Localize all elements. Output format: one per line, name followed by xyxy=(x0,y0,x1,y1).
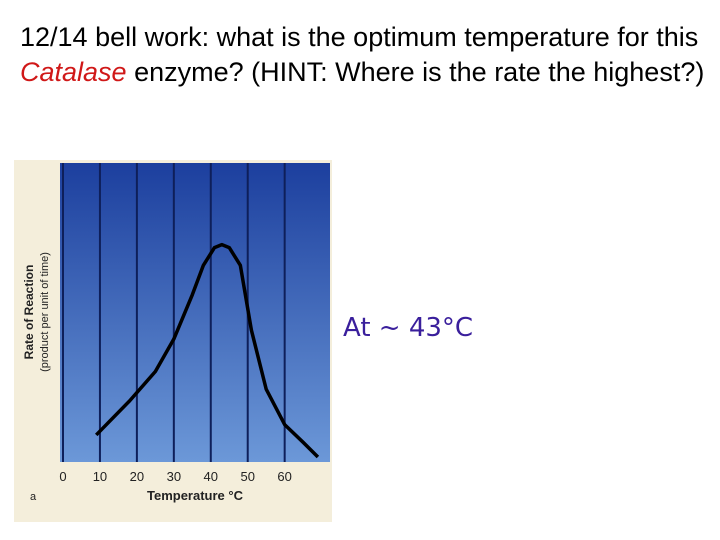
x-tick-label: 30 xyxy=(167,469,181,484)
data-line xyxy=(95,242,320,459)
slide-title: 12/14 bell work: what is the optimum tem… xyxy=(20,20,710,90)
x-tick-label: 20 xyxy=(130,469,144,484)
title-highlight: Catalase xyxy=(20,57,127,87)
y-axis-label: (product per unit of time) xyxy=(39,252,51,372)
title-text: 12/14 bell work: what is the optimum tem… xyxy=(20,22,699,52)
x-tick-label: 40 xyxy=(204,469,218,484)
x-tick-label: 10 xyxy=(93,469,107,484)
title-text: enzyme? (HINT: Where is the rate the hig… xyxy=(126,57,705,87)
x-tick-label: 50 xyxy=(240,469,254,484)
x-tick-label: 0 xyxy=(59,469,66,484)
y-axis-label: Rate of Reaction xyxy=(22,265,36,360)
panel-label: a xyxy=(30,491,37,503)
x-tick-label: 60 xyxy=(277,469,291,484)
annotation: At ~ 43°C xyxy=(343,313,473,343)
x-axis-label: Temperature °C xyxy=(147,488,244,503)
